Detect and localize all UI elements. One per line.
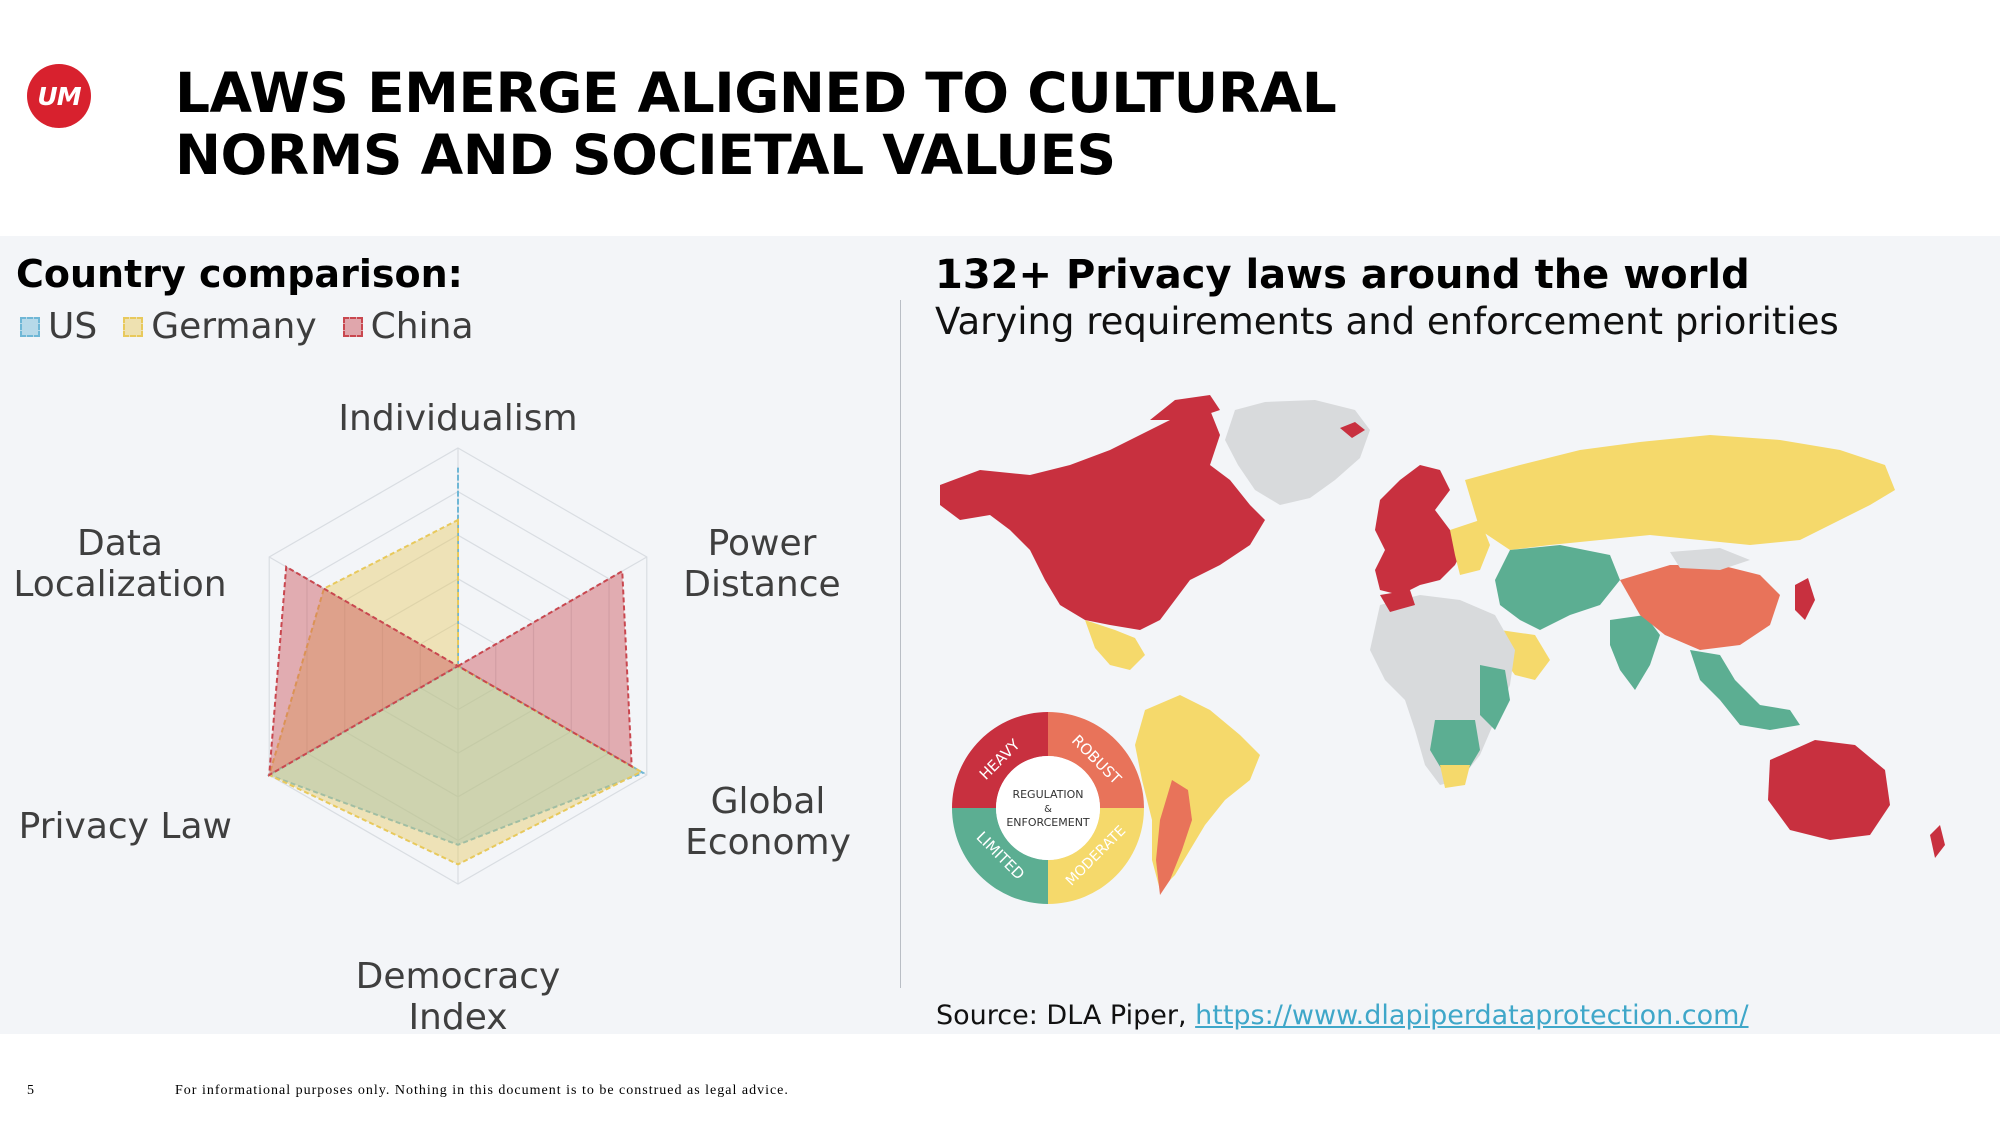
legal-disclaimer: For informational purposes only. Nothing… <box>175 1083 789 1098</box>
radar-axis-label-privacy-law: Privacy Law <box>19 806 232 847</box>
map-region-new-zealand <box>1930 825 1945 858</box>
enforcement-donut: REGULATION & ENFORCEMENT HEAVY ROBUST MO… <box>952 712 1144 904</box>
donut-segment-heavy <box>952 712 1048 808</box>
map-region-south-america <box>1135 695 1260 890</box>
radar-axis-label-individualism: Individualism <box>338 398 577 439</box>
map-region-greenland <box>1225 400 1370 505</box>
radar-spoke <box>268 556 459 667</box>
donut-center-line2: & <box>1044 804 1052 815</box>
map-region-iceland <box>1340 422 1365 438</box>
page-title-line1: LAWS EMERGE ALIGNED TO CULTURAL <box>175 61 1337 125</box>
map-region-north-africa <box>1380 590 1415 612</box>
map-region-russia <box>1465 435 1895 550</box>
map-region-central-asia <box>1495 545 1620 630</box>
map-region-africa <box>1370 595 1515 785</box>
page-number: 5 <box>27 1083 34 1098</box>
country-comparison-heading: Country comparison: <box>16 252 463 296</box>
radar-series-us <box>266 467 646 846</box>
donut-segment-robust <box>1048 712 1144 808</box>
map-region-eastern-europe <box>1450 520 1490 575</box>
map-region-southeast-asia <box>1690 650 1800 730</box>
map-region-north-america <box>940 410 1265 630</box>
radar-axis-label-data-localization: Data Localization <box>13 523 226 605</box>
legend-item-china: China <box>342 306 474 347</box>
map-region-canada-islands <box>1150 395 1220 420</box>
radar-axis-label-power-distance: Power Distance <box>683 523 840 605</box>
legend-item-us: US <box>20 306 97 347</box>
source-link[interactable]: https://www.dlapiperdataprotection.com/ <box>1195 1000 1749 1031</box>
map-region-east-africa <box>1480 665 1510 730</box>
legend-item-germany: Germany <box>123 306 317 347</box>
page-title: LAWS EMERGE ALIGNED TO CULTURAL NORMS AN… <box>175 61 1337 187</box>
map-region-europe <box>1375 465 1465 595</box>
source-prefix: Source: DLA Piper, <box>936 1000 1196 1031</box>
map-region-australia <box>1768 740 1890 840</box>
legend-label-germany: Germany <box>151 306 317 347</box>
legend-swatch-us <box>20 316 40 337</box>
donut-segment-moderate <box>1048 808 1144 904</box>
legend-swatch-china <box>342 316 363 337</box>
radar-chart: Individualism Power Distance Global Economy D… <box>13 398 851 1038</box>
radar-series-china <box>268 565 633 777</box>
map-region-mexico <box>1085 620 1145 670</box>
panel-divider <box>900 300 901 988</box>
map-region-india <box>1610 615 1660 690</box>
legend-label-china: China <box>370 306 474 347</box>
donut-center <box>996 756 1100 860</box>
donut-segment-limited <box>952 808 1048 904</box>
um-logo: UM <box>27 64 91 128</box>
donut-center-line1: REGULATION <box>1012 788 1083 801</box>
map-region-argentina <box>1156 780 1192 895</box>
source-citation: Source: DLA Piper, https://www.dlapiperd… <box>936 1000 1749 1031</box>
donut-center-line3: ENFORCEMENT <box>1006 816 1090 829</box>
privacy-laws-subheading: Varying requirements and enforcement pri… <box>935 300 1839 343</box>
map-region-southern-africa <box>1430 720 1480 775</box>
privacy-laws-heading: 132+ Privacy laws around the world <box>935 252 1750 298</box>
radar-axis-label-global-economy: Global Economy <box>685 781 851 863</box>
map-region-mongolia <box>1670 548 1750 570</box>
page-title-line2: NORMS AND SOCIETAL VALUES <box>175 123 1116 187</box>
map-region-south-africa <box>1440 765 1470 788</box>
legend-label-us: US <box>48 306 98 347</box>
chart-legend: US Germany China <box>20 306 500 347</box>
world-map: REGULATION & ENFORCEMENT HEAVY ROBUST MO… <box>940 395 1945 904</box>
map-region-japan-korea <box>1795 578 1815 620</box>
legend-swatch-germany <box>123 316 144 337</box>
map-region-china <box>1620 565 1780 650</box>
radar-axis-label-democracy-index: Democracy Index <box>356 956 561 1038</box>
